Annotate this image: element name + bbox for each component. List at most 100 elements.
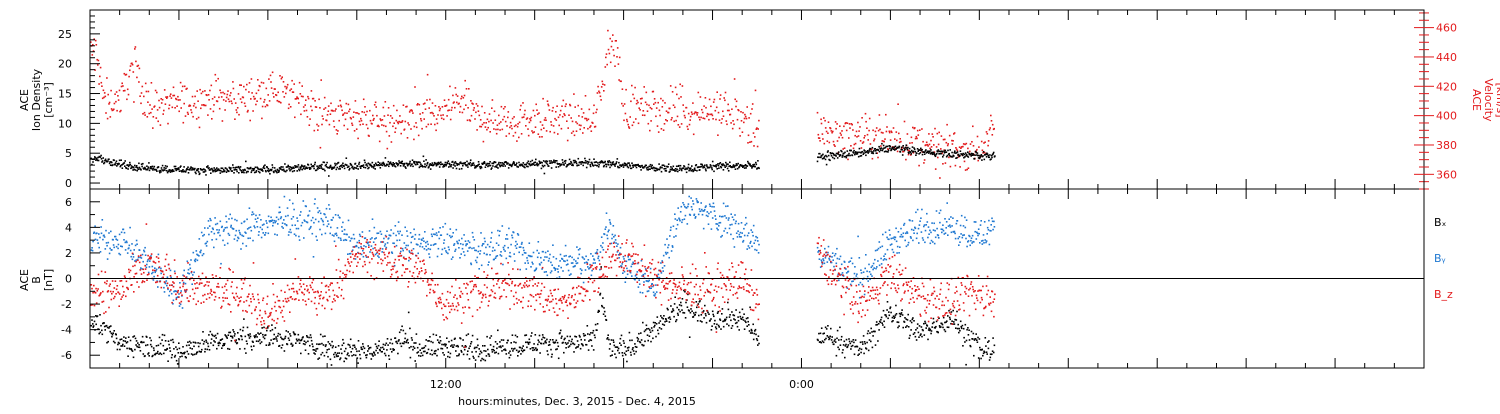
point-bx	[124, 340, 127, 342]
point-velocity	[353, 111, 355, 113]
point-bx	[462, 339, 464, 341]
point-bx	[579, 347, 582, 350]
point-velocity	[733, 123, 735, 126]
point-bx	[668, 321, 671, 323]
point-bx	[109, 330, 111, 333]
point-bx	[516, 336, 519, 338]
point-density	[145, 168, 147, 171]
point-density	[990, 158, 992, 160]
point-by	[545, 271, 547, 273]
point-density	[964, 156, 966, 158]
point-velocity	[834, 145, 836, 147]
point-by	[90, 249, 93, 251]
point-density	[974, 150, 977, 153]
point-bx	[967, 327, 969, 329]
point-bx	[112, 332, 114, 334]
point-by	[448, 234, 451, 237]
point-by	[99, 251, 102, 253]
point-by	[418, 238, 420, 240]
point-velocity	[507, 111, 510, 113]
point-by	[290, 231, 292, 234]
point-bx	[993, 344, 996, 347]
point-bx	[593, 334, 596, 336]
point-by	[106, 244, 108, 247]
point-by	[100, 232, 103, 235]
point-density	[397, 164, 399, 167]
point-velocity	[321, 115, 324, 117]
point-velocity	[948, 134, 951, 137]
point-by	[157, 286, 159, 288]
point-velocity	[365, 114, 367, 116]
point-by	[567, 269, 570, 272]
point-bx	[369, 346, 372, 349]
point-velocity	[222, 99, 225, 101]
point-by	[523, 252, 526, 254]
point-velocity	[187, 113, 189, 115]
point-density	[191, 167, 194, 169]
point-density	[213, 167, 215, 169]
point-bx	[265, 344, 268, 346]
point-by	[568, 274, 571, 276]
point-bx	[130, 348, 133, 350]
point-by	[435, 232, 438, 234]
point-velocity	[690, 111, 693, 113]
point-velocity	[850, 145, 852, 147]
point-bx	[757, 344, 759, 346]
point-bx	[551, 353, 553, 356]
point-density	[275, 170, 278, 173]
point-density	[501, 162, 504, 164]
point-bx	[934, 327, 936, 329]
point-bx	[872, 335, 874, 337]
point-bx	[975, 333, 977, 335]
point-by	[234, 234, 237, 237]
point-bx	[819, 332, 822, 335]
point-bx	[494, 352, 496, 354]
point-velocity	[507, 116, 509, 119]
point-bx	[401, 325, 403, 328]
point-bx	[492, 348, 494, 351]
point-bx	[835, 354, 838, 357]
point-density	[140, 163, 143, 165]
point-velocity	[349, 116, 352, 119]
point-bx	[116, 348, 119, 351]
point-velocity	[131, 63, 134, 66]
point-velocity	[603, 90, 605, 92]
point-bx	[472, 355, 474, 358]
point-by	[237, 237, 240, 240]
point-velocity	[969, 150, 971, 153]
point-bx	[988, 359, 991, 361]
point-density	[568, 158, 571, 161]
point-bx	[107, 340, 109, 343]
point-velocity	[343, 124, 345, 127]
point-density	[529, 164, 532, 167]
point-by	[568, 255, 570, 258]
point-by	[308, 210, 311, 212]
point-velocity	[600, 86, 603, 88]
point-by	[541, 268, 543, 270]
point-velocity	[144, 82, 147, 85]
point-bx	[262, 336, 265, 338]
point-velocity	[465, 104, 467, 106]
point-bx	[272, 338, 275, 340]
point-by	[482, 243, 485, 245]
point-velocity	[167, 122, 169, 125]
point-by	[140, 257, 143, 259]
point-by	[287, 234, 290, 236]
point-density	[498, 164, 501, 166]
point-bx	[827, 336, 830, 338]
point-by	[605, 212, 608, 214]
point-density	[842, 154, 844, 157]
point-density	[478, 163, 480, 166]
point-by	[186, 260, 189, 263]
point-bx	[117, 341, 120, 344]
point-bx	[428, 340, 430, 342]
point-density	[987, 154, 989, 157]
point-bx	[529, 348, 532, 350]
point-by	[432, 244, 435, 246]
point-by	[292, 202, 294, 205]
point-density	[321, 163, 323, 166]
point-density	[220, 169, 222, 172]
point-bx	[738, 311, 741, 314]
point-density	[119, 165, 122, 168]
point-velocity	[104, 95, 107, 98]
